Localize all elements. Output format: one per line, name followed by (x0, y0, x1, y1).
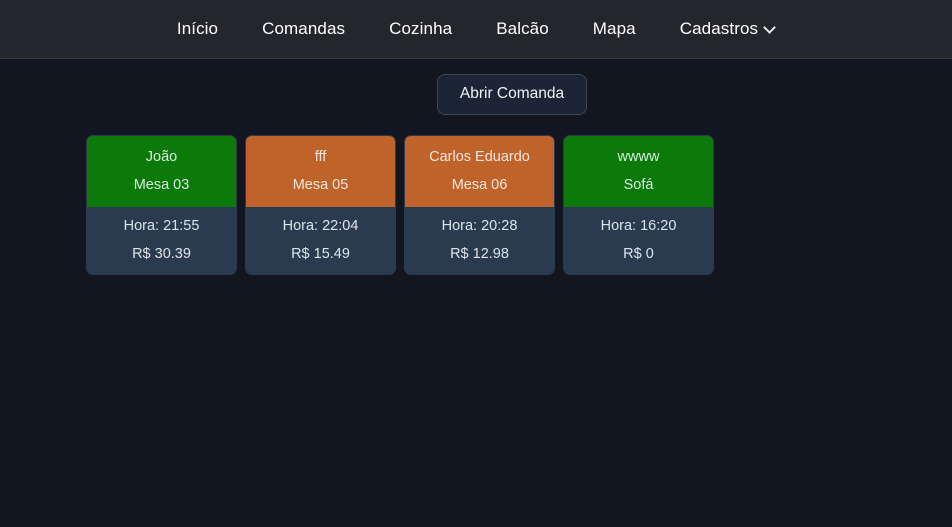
order-card-header: wwww Sofá (564, 135, 713, 207)
order-card[interactable]: Carlos Eduardo Mesa 06 Hora: 20:28 R$ 12… (404, 134, 555, 275)
order-total: R$ 0 (623, 245, 654, 262)
nav-item-mapa[interactable]: Mapa (571, 11, 658, 47)
order-place-label: Mesa 03 (133, 176, 190, 193)
nav-item-label: Cozinha (389, 19, 453, 38)
order-place-label: Mesa 06 (451, 176, 508, 193)
order-card-header: João Mesa 03 (87, 135, 236, 207)
order-place-label: Mesa 05 (292, 176, 349, 193)
order-total: R$ 15.49 (291, 245, 350, 262)
nav-item-cozinha[interactable]: Cozinha (367, 11, 474, 47)
main-navbar: Início Comandas Cozinha Balcão Mapa Cada… (0, 0, 952, 59)
order-card-body: Hora: 16:20 R$ 0 (564, 207, 713, 274)
order-total: R$ 30.39 (132, 245, 191, 262)
nav-item-label: Comandas (262, 19, 346, 38)
order-time: Hora: 16:20 (600, 218, 677, 234)
order-card[interactable]: fff Mesa 05 Hora: 22:04 R$ 15.49 (245, 134, 396, 275)
order-card-header: Carlos Eduardo Mesa 06 (405, 135, 554, 207)
order-card-body: Hora: 20:28 R$ 12.98 (405, 207, 554, 274)
order-customer-name: wwww (617, 149, 660, 165)
order-card-body: Hora: 22:04 R$ 15.49 (246, 207, 395, 274)
nav-item-comandas[interactable]: Comandas (240, 11, 367, 47)
nav-item-cadastros[interactable]: Cadastros (658, 11, 797, 47)
nav-item-label: Cadastros (679, 19, 759, 38)
chevron-down-icon (765, 23, 775, 33)
action-row: Abrir Comanda (72, 74, 952, 115)
nav-item-inicio[interactable]: Início (155, 11, 240, 47)
nav-item-label: Início (176, 19, 219, 38)
order-card-body: Hora: 21:55 R$ 30.39 (87, 207, 236, 274)
nav-item-label: Mapa (592, 19, 636, 38)
main-content: Abrir Comanda João Mesa 03 Hora: 21:55 R… (0, 59, 952, 275)
orders-grid: João Mesa 03 Hora: 21:55 R$ 30.39 fff Me… (0, 134, 952, 275)
order-place-label: Sofá (623, 176, 654, 193)
order-customer-name: fff (314, 149, 327, 165)
nav-item-balcao[interactable]: Balcão (474, 11, 571, 47)
order-customer-name: Carlos Eduardo (429, 149, 530, 165)
order-card-header: fff Mesa 05 (246, 135, 395, 207)
nav-item-label: Balcão (496, 19, 549, 38)
order-time: Hora: 22:04 (282, 218, 359, 234)
order-card[interactable]: João Mesa 03 Hora: 21:55 R$ 30.39 (86, 134, 237, 275)
order-card[interactable]: wwww Sofá Hora: 16:20 R$ 0 (563, 134, 714, 275)
order-total: R$ 12.98 (450, 245, 509, 262)
nav-list: Início Comandas Cozinha Balcão Mapa Cada… (155, 11, 797, 47)
order-time: Hora: 21:55 (123, 218, 200, 234)
order-customer-name: João (145, 149, 178, 165)
open-order-button[interactable]: Abrir Comanda (436, 74, 588, 115)
order-time: Hora: 20:28 (441, 218, 518, 234)
